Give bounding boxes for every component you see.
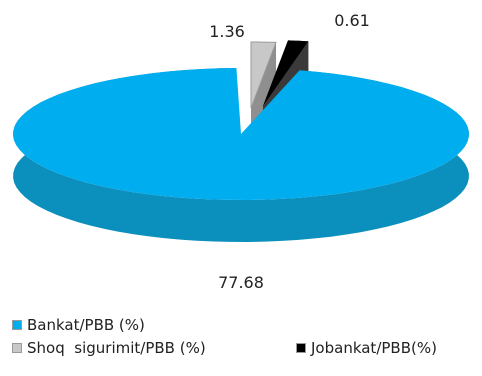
slice-jobankat — [263, 40, 309, 106]
legend-swatch-bankat — [12, 320, 22, 330]
legend-swatch-jobankat — [296, 343, 306, 353]
slice-bankat — [13, 68, 469, 200]
legend-label-shoq-sigurimit: Shoq sigurimit/PBB (%) — [27, 339, 206, 357]
data-label-bankat: 77.68 — [218, 273, 264, 292]
pie-chart: 77.68 1.36 0.61 — [13, 11, 469, 292]
data-label-jobankat: 0.61 — [334, 11, 370, 30]
legend-item-jobankat: Jobankat/PBB(%) — [296, 339, 437, 357]
pie-tops — [13, 40, 469, 200]
pie-labels: 77.68 1.36 0.61 — [209, 11, 370, 292]
legend-label-bankat: Bankat/PBB (%) — [27, 316, 145, 334]
legend-label-jobankat: Jobankat/PBB(%) — [311, 339, 437, 357]
slice-shoq-sigurimit — [250, 41, 277, 109]
data-label-shoq-sigurimit: 1.36 — [209, 22, 245, 41]
legend-item-shoq-sigurimit: Shoq sigurimit/PBB (%) — [12, 339, 206, 357]
legend-item-bankat: Bankat/PBB (%) — [12, 316, 145, 334]
legend-swatch-shoq-sigurimit — [12, 343, 22, 353]
